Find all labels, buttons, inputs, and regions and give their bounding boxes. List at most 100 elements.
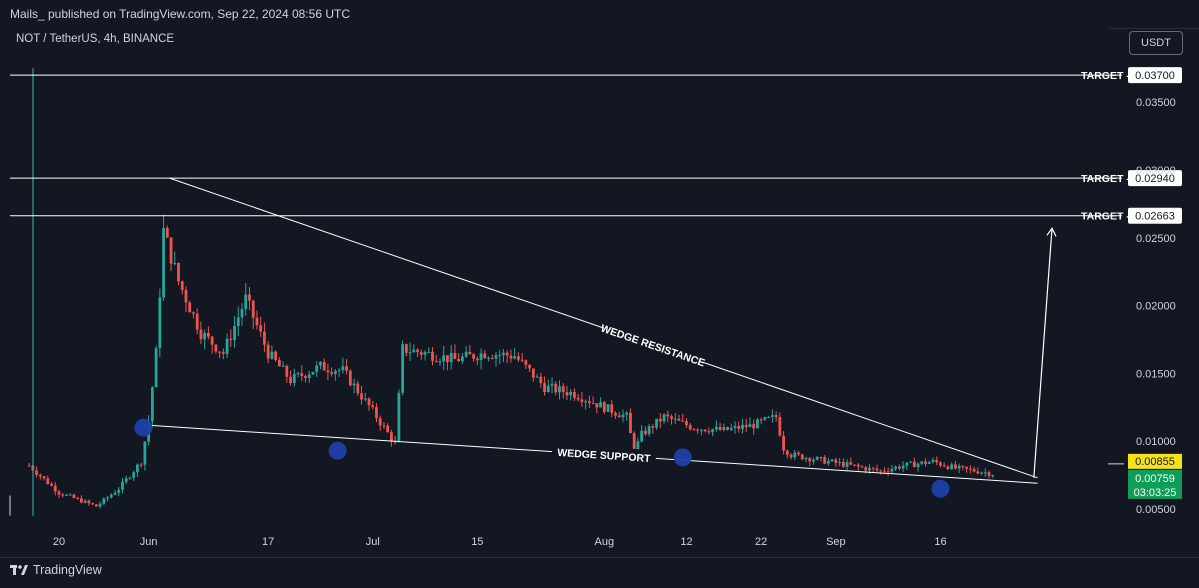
candle-body <box>778 417 782 436</box>
currency-button[interactable]: USDT <box>1129 31 1183 55</box>
target-price-box <box>1128 170 1182 187</box>
candle-body <box>229 338 233 341</box>
candle-body <box>378 418 382 426</box>
candle-body <box>72 494 76 498</box>
candle-body <box>184 289 188 303</box>
candle-body <box>823 457 827 464</box>
candle-body <box>700 429 703 431</box>
candle-body <box>841 461 845 467</box>
candle-body <box>277 360 281 367</box>
candle-body <box>785 450 789 455</box>
candle-body <box>871 467 875 469</box>
candle-body <box>849 462 853 465</box>
candle-body <box>27 465 31 467</box>
candle-body <box>442 355 446 362</box>
candle-body <box>584 401 588 403</box>
candle-body <box>954 464 957 469</box>
candle-body <box>446 355 449 363</box>
candle-body <box>87 500 91 504</box>
target-label: TARGET - <box>1081 70 1130 82</box>
candle-body <box>737 425 741 429</box>
candle-body <box>150 387 154 422</box>
highlight-price-value: 0.00855 <box>1135 456 1175 468</box>
candle-body <box>214 344 218 352</box>
candle-body <box>330 372 334 375</box>
x-tick-label: 22 <box>755 536 767 548</box>
candle-body <box>860 466 864 468</box>
candle-body <box>543 383 546 393</box>
candle-body <box>132 472 136 478</box>
candle-body <box>980 472 983 474</box>
candle-body <box>457 359 461 362</box>
candle-body <box>106 497 109 499</box>
candle-body <box>909 461 912 463</box>
candle-body <box>722 427 726 431</box>
candle-body <box>76 497 80 499</box>
candle-body <box>752 423 756 429</box>
candle-body <box>416 349 419 353</box>
candle-body <box>610 404 614 413</box>
candle-body <box>236 317 240 326</box>
candle-body <box>498 354 502 356</box>
candle-body <box>636 441 640 455</box>
candle-body <box>812 459 815 462</box>
candle-body <box>390 432 393 442</box>
target-price-value: 0.02940 <box>1135 173 1175 185</box>
candle-body <box>315 365 319 372</box>
candle-body <box>434 360 438 362</box>
candle-body <box>729 427 733 430</box>
axes: 0.03500 0.02500 0.02000 0.01500 0.01000 0.005… <box>53 97 1176 548</box>
candle-body <box>815 457 819 460</box>
tradingview-logo[interactable]: TradingView <box>10 563 102 577</box>
candle-body <box>886 471 890 473</box>
candle-body <box>128 477 132 479</box>
candle-body <box>240 309 244 318</box>
label-backdrop <box>551 443 657 465</box>
candle-body <box>688 425 692 430</box>
x-tick-label: 15 <box>471 536 483 548</box>
candle-body <box>251 300 255 318</box>
candle-body <box>296 373 300 375</box>
candle-body <box>696 429 700 431</box>
candle-body <box>356 383 360 394</box>
candle-body <box>304 376 307 379</box>
candle-body <box>744 424 748 428</box>
target-price-value: 0.02663 <box>1135 211 1175 223</box>
candle-body <box>162 227 165 298</box>
candle-body <box>494 355 498 359</box>
candle-body <box>756 419 759 429</box>
candle-body <box>509 355 513 359</box>
candle-body <box>479 353 483 361</box>
candle-body <box>983 472 987 474</box>
candle-body <box>565 392 569 396</box>
candle-body <box>109 494 113 498</box>
touch-marker <box>673 448 692 467</box>
candle-body <box>707 431 711 433</box>
candle-body <box>927 462 931 464</box>
candle-body <box>632 433 636 455</box>
candle-body <box>789 454 793 458</box>
candle-body <box>382 425 386 427</box>
brand-name: TradingView <box>33 563 102 577</box>
candle-body <box>711 429 715 433</box>
candle-body <box>517 356 520 360</box>
candle-body <box>472 354 475 359</box>
x-tick-label: 12 <box>680 536 692 548</box>
candle-body <box>158 297 162 349</box>
candle-body <box>65 494 68 496</box>
candle-body <box>207 332 210 337</box>
candle-body <box>203 332 207 340</box>
candle-body <box>386 425 390 433</box>
candle-body <box>602 402 606 412</box>
candle-body <box>375 407 378 419</box>
candle-body <box>714 426 718 430</box>
candle-body <box>289 376 292 384</box>
touch-marker <box>328 441 347 460</box>
candle-body <box>651 426 655 428</box>
candle-body <box>931 459 935 463</box>
target-label: TARGET - <box>1081 173 1130 185</box>
candle-body <box>50 483 53 486</box>
candle-body <box>561 386 565 393</box>
candle-body <box>939 462 942 466</box>
